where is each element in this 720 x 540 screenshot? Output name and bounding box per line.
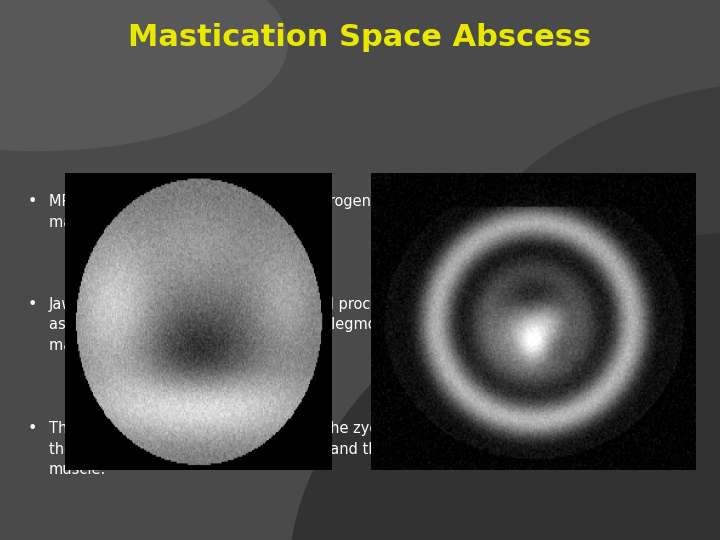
Text: •: •	[27, 297, 37, 312]
Text: •: •	[27, 421, 37, 436]
Circle shape	[288, 232, 720, 540]
Text: •: •	[27, 194, 37, 210]
Text: MRI: T2 axial &T1 post-contrast:  Heterogeneous enhancing collection in the righ: MRI: T2 axial &T1 post-contrast: Heterog…	[49, 194, 649, 230]
Circle shape	[432, 81, 720, 540]
Text: The masticator space extends above the zygoma, so imaging should always include
: The masticator space extends above the z…	[49, 421, 672, 477]
Ellipse shape	[0, 0, 288, 151]
Text: Mastication Space Abscess: Mastication Space Abscess	[128, 23, 592, 52]
Text: Jaw swelling and trismus after a dental procedure are typical clinical manifesta: Jaw swelling and trismus after a dental …	[49, 297, 665, 353]
